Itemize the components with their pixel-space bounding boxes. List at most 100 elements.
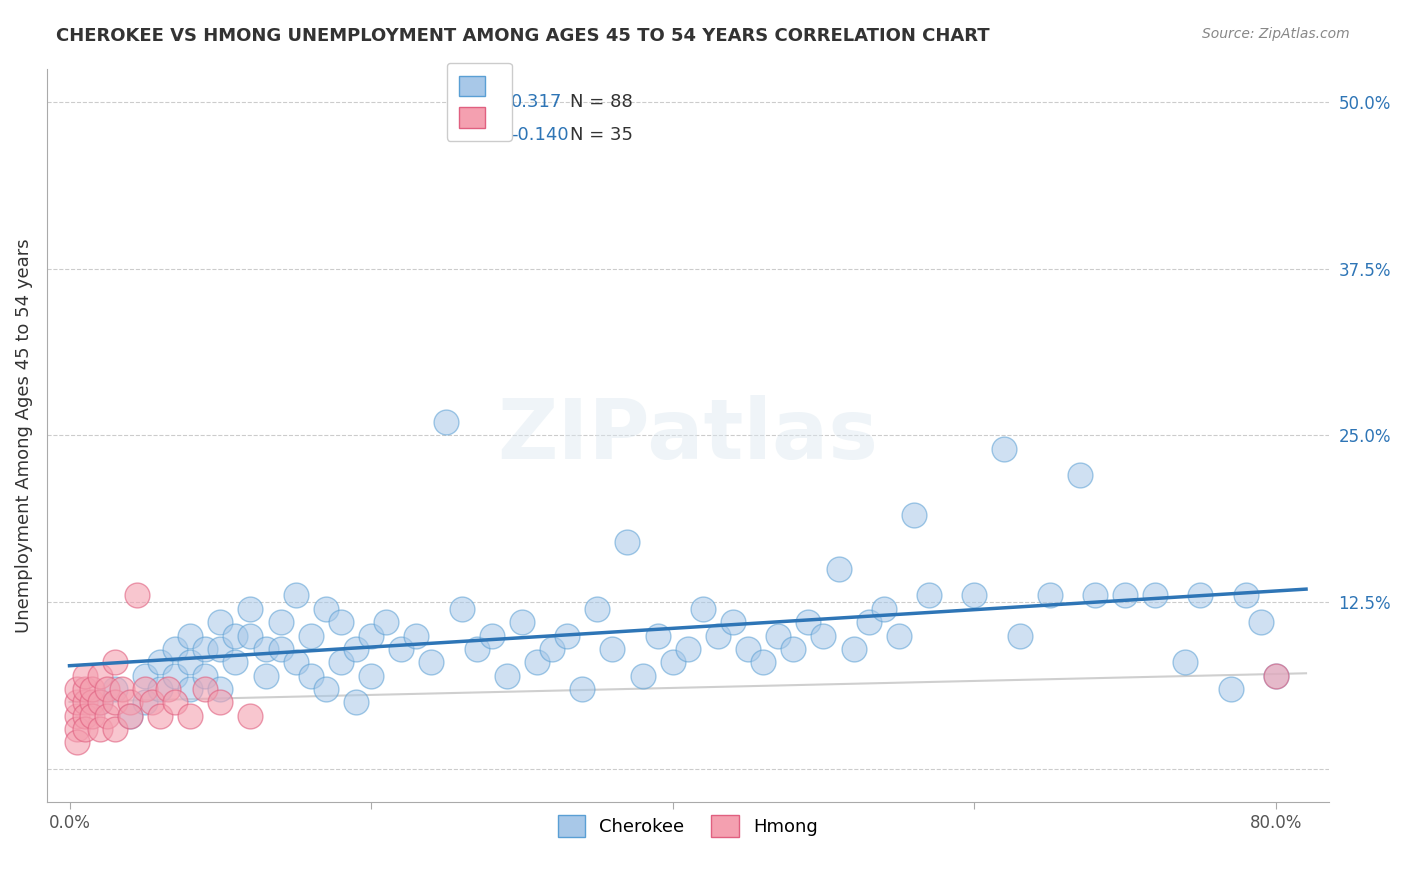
Point (555, 628, 578, 642)
Point (721, 615, 744, 629)
Point (82, 708, 104, 723)
Point (993, 442, 1015, 456)
Point (299, 628, 322, 642)
Point (299, 668, 322, 682)
Point (179, 628, 201, 642)
Point (66, 681, 89, 696)
Point (768, 628, 790, 642)
Point (270, 615, 292, 629)
Point (495, 668, 517, 682)
Point (631, 668, 654, 682)
Point (842, 641, 865, 656)
Point (360, 668, 382, 682)
Text: -0.140: -0.140 (510, 126, 568, 144)
Point (813, 628, 835, 642)
Point (827, 562, 849, 576)
Point (239, 602, 262, 616)
Text: Source: ZipAtlas.com: Source: ZipAtlas.com (1202, 27, 1350, 41)
Point (194, 668, 217, 682)
Point (571, 681, 593, 696)
Point (73, 708, 96, 723)
Point (329, 615, 352, 629)
Point (224, 655, 246, 669)
Point (149, 708, 172, 723)
Point (66, 695, 89, 709)
Point (315, 602, 337, 616)
Point (360, 628, 382, 642)
Point (1189, 589, 1212, 603)
Point (541, 641, 564, 656)
Point (405, 628, 427, 642)
Point (66, 708, 89, 723)
Point (104, 722, 127, 736)
Point (134, 668, 156, 682)
Point (224, 628, 246, 642)
Point (104, 695, 127, 709)
Point (1250, 615, 1272, 629)
Point (73, 668, 96, 682)
Point (118, 708, 141, 723)
Point (73, 681, 96, 696)
Point (782, 641, 804, 656)
Point (209, 681, 232, 696)
Point (165, 668, 187, 682)
Text: ZIPatlas: ZIPatlas (498, 395, 879, 476)
Point (141, 695, 163, 709)
Text: R =: R = (479, 126, 513, 144)
Y-axis label: Unemployment Among Ages 45 to 54 years: Unemployment Among Ages 45 to 54 years (15, 238, 32, 632)
Point (127, 589, 149, 603)
Point (344, 695, 367, 709)
Point (526, 655, 548, 669)
Point (89, 695, 111, 709)
Point (149, 681, 172, 696)
Point (510, 615, 533, 629)
Point (315, 681, 337, 696)
Point (676, 641, 699, 656)
Point (450, 602, 472, 616)
Point (134, 681, 156, 696)
Point (89, 722, 111, 736)
Point (586, 602, 609, 616)
Point (481, 628, 503, 642)
Point (96, 708, 118, 723)
Point (903, 508, 925, 523)
Point (179, 681, 201, 696)
Point (89, 695, 111, 709)
Point (963, 589, 986, 603)
Point (1264, 668, 1286, 682)
Point (858, 615, 880, 629)
Point (209, 615, 232, 629)
Point (647, 628, 669, 642)
Point (111, 681, 134, 696)
Point (1039, 589, 1062, 603)
Text: N = 88: N = 88 (569, 93, 633, 111)
Text: R =: R = (479, 93, 513, 111)
Point (1008, 628, 1031, 642)
Point (270, 641, 292, 656)
Point (887, 628, 910, 642)
Text: N = 35: N = 35 (569, 126, 633, 144)
Point (1174, 655, 1197, 669)
Point (239, 708, 262, 723)
Point (66, 722, 89, 736)
Point (284, 589, 307, 603)
Point (209, 695, 232, 709)
Point (209, 641, 232, 656)
Point (1234, 589, 1257, 603)
Point (254, 641, 277, 656)
Point (616, 535, 638, 549)
Point (465, 641, 488, 656)
Point (375, 615, 398, 629)
Point (82, 695, 104, 709)
Point (149, 655, 172, 669)
Legend: Cherokee, Hmong: Cherokee, Hmong (551, 808, 825, 845)
Point (329, 655, 352, 669)
Point (420, 655, 443, 669)
Point (118, 695, 141, 709)
Point (134, 695, 156, 709)
Point (1219, 681, 1241, 696)
Point (707, 628, 730, 642)
Point (104, 681, 127, 696)
Point (661, 655, 683, 669)
Point (165, 641, 187, 656)
